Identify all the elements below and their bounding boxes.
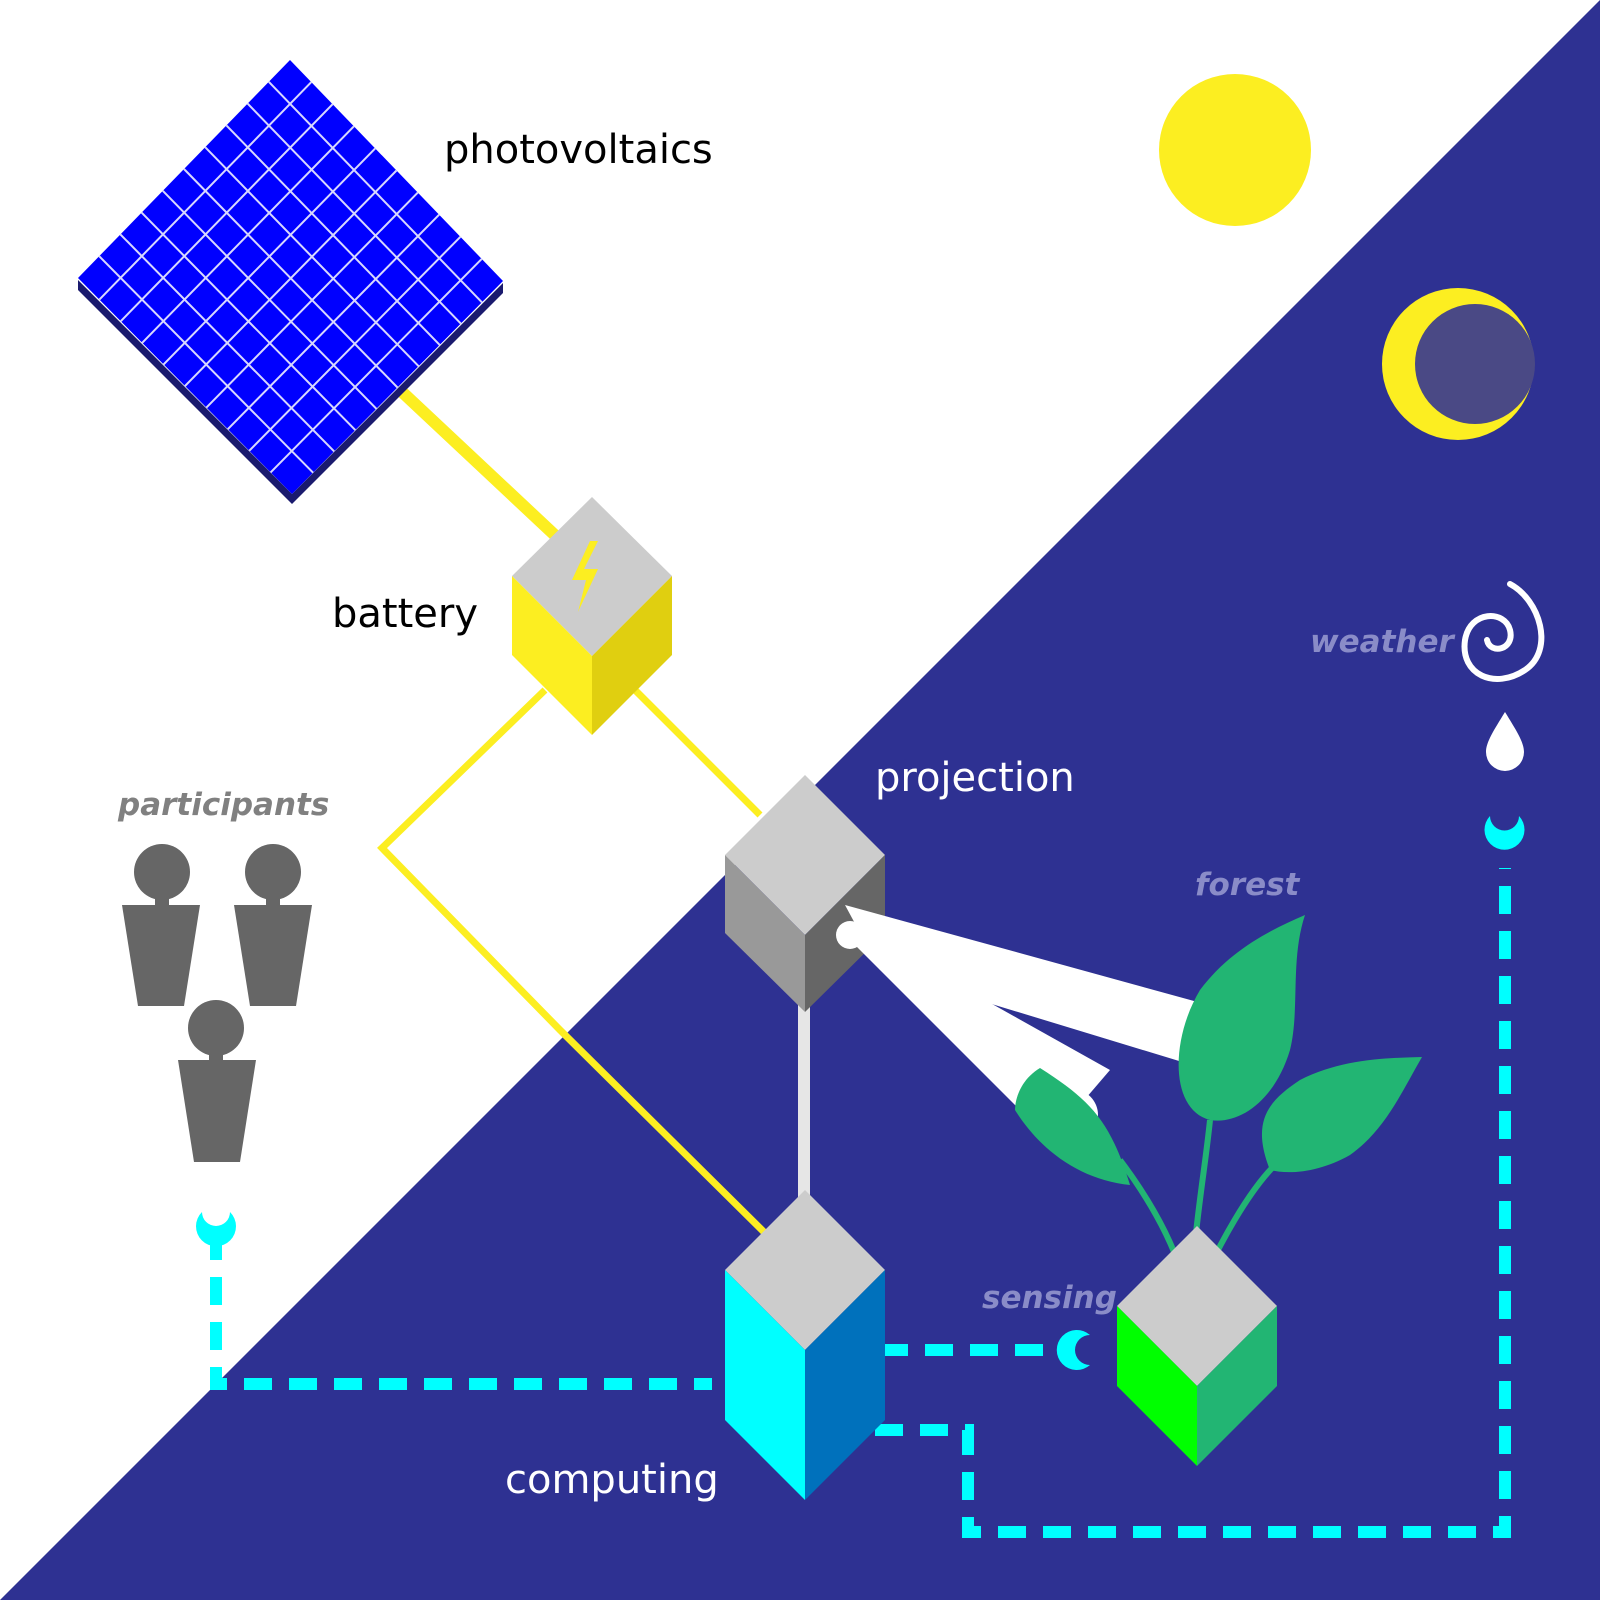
crescent-moon-icon	[1382, 288, 1535, 440]
spiral-icon	[1461, 581, 1545, 682]
panel-grid-line	[184, 169, 398, 387]
panel-grid-line	[269, 258, 483, 474]
forest-label: forest	[1195, 867, 1301, 903]
battery-cube	[512, 497, 672, 735]
panel-grid-line	[204, 146, 420, 367]
photovoltaics-label: photovoltaics	[444, 127, 713, 173]
computing-label: computing	[505, 1457, 719, 1503]
person-icon	[234, 844, 312, 1006]
person-icon	[122, 844, 200, 1006]
lightning-bolt-icon	[572, 541, 598, 612]
projection-label: projection	[875, 755, 1075, 801]
sensor-icon	[1056, 1329, 1090, 1371]
sensor-icon	[196, 1212, 236, 1247]
panel-grid-line	[248, 236, 462, 452]
sensing-cube	[1117, 1226, 1277, 1466]
sun-icon	[1159, 74, 1311, 226]
water-drop-icon	[1486, 712, 1524, 771]
panel-grid-line	[246, 102, 462, 325]
photovoltaics-panel	[78, 60, 503, 504]
participants-label: participants	[117, 787, 329, 823]
sensor-icon	[1484, 816, 1525, 850]
participants-group	[122, 844, 312, 1162]
data-wiring	[210, 868, 1511, 1538]
panel-grid-line	[225, 124, 441, 346]
weather-label: weather	[1310, 624, 1455, 660]
panel-grid-line	[227, 213, 440, 430]
sensing-label: sensing	[982, 1280, 1117, 1316]
computing-cube	[725, 1190, 885, 1500]
person-icon	[178, 1000, 256, 1162]
battery-label: battery	[332, 591, 478, 637]
panel-grid-line	[205, 191, 419, 409]
panel-grid-line	[268, 81, 483, 303]
energy-wiring	[377, 385, 775, 1243]
